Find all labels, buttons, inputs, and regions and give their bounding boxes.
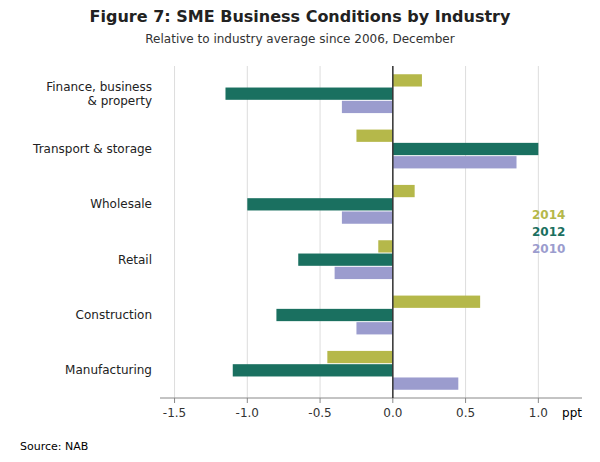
tick-mark <box>538 398 539 403</box>
grid-line <box>392 66 393 398</box>
bar <box>342 211 393 223</box>
category-label: Retail <box>118 253 152 267</box>
grid-line <box>247 66 248 398</box>
tick-label: 1.0 <box>529 406 548 420</box>
bar <box>393 143 539 155</box>
category-label: Construction <box>76 308 152 322</box>
bar <box>225 88 392 100</box>
category-label: Manufacturing <box>65 363 152 377</box>
grid-line <box>174 66 175 398</box>
tick-mark <box>174 398 175 403</box>
category-label: Wholesale <box>90 197 152 211</box>
tick-label: 0.5 <box>456 406 475 420</box>
bars <box>225 74 538 390</box>
bar <box>393 74 422 86</box>
x-axis-label: ppt <box>562 406 582 420</box>
grid <box>175 66 539 398</box>
bar <box>393 156 517 168</box>
x-ticks: -1.5 -1.0 -0.5 0.0 0.5 1.0 <box>163 398 548 420</box>
tick-mark <box>392 398 393 403</box>
bar <box>233 364 393 376</box>
legend: 2014 2012 2010 <box>532 208 565 256</box>
category-label-line: Wholesale <box>90 197 152 211</box>
bar <box>327 351 392 363</box>
tick-mark <box>247 398 248 403</box>
bar <box>247 198 393 210</box>
bar <box>298 254 393 266</box>
bar <box>393 185 415 197</box>
bar <box>335 267 393 279</box>
bar <box>342 101 393 113</box>
tick-label: -1.0 <box>236 406 259 420</box>
legend-entry: 2012 <box>532 225 565 239</box>
subtitle: Relative to industry average since 2006,… <box>145 32 454 46</box>
legend-entry: 2014 <box>532 208 565 222</box>
category-label-line: Finance, business <box>46 80 152 94</box>
title: Figure 7: SME Business Conditions by Ind… <box>90 7 511 26</box>
tick-label: -0.5 <box>308 406 331 420</box>
bar <box>356 322 392 334</box>
bar <box>356 130 392 142</box>
tick-label: -1.5 <box>163 406 186 420</box>
source: Source: NAB <box>20 440 88 453</box>
category-labels: Finance, business& property Transport & s… <box>32 80 152 378</box>
grid-line <box>465 66 466 398</box>
tick-mark <box>465 398 466 403</box>
category-label-line: Transport & storage <box>32 142 152 156</box>
category-label-line: Construction <box>76 308 152 322</box>
bar <box>393 377 458 389</box>
category-label: Finance, business& property <box>46 80 152 108</box>
category-label-line: Manufacturing <box>65 363 152 377</box>
x-axis-line <box>160 398 582 399</box>
bar <box>393 296 480 308</box>
chart: Figure 7: SME Business Conditions by Ind… <box>0 0 600 462</box>
tick-mark <box>320 398 321 403</box>
category-label: Transport & storage <box>32 142 152 156</box>
bar <box>276 309 392 321</box>
bar <box>378 240 393 252</box>
grid-line <box>320 66 321 398</box>
zero-line <box>392 66 394 398</box>
category-label-line: & property <box>87 94 152 108</box>
legend-entry: 2010 <box>532 242 565 256</box>
tick-label: 0.0 <box>383 406 402 420</box>
category-label-line: Retail <box>118 253 152 267</box>
